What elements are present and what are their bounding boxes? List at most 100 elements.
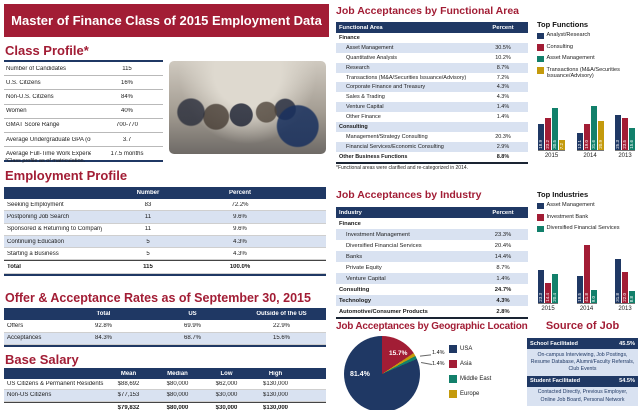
bar-group: 12.1 19.0 31.6 20.9 2014 <box>576 103 604 159</box>
row-label: Sponsored & Returning to Company <box>7 226 102 233</box>
leader-line <box>420 362 433 365</box>
row-percent: 1.4% <box>496 114 510 121</box>
bar-navy: 18.9 <box>538 123 544 150</box>
legend-swatch-icon <box>537 225 544 232</box>
table-header: Total US Outside of the US <box>4 308 326 320</box>
header-outside-us: Outside of the US <box>256 311 307 317</box>
employment-profile-heading: Employment Profile <box>5 168 128 183</box>
table-header: Number Percent <box>4 187 326 199</box>
table-header: Industry Percent <box>336 207 528 218</box>
bar-crimson: 41.8 <box>583 244 590 303</box>
row-label: Non-U.S. Citizens <box>6 93 54 100</box>
table-row: Average Undergraduate GPA (out of 4.0) 3.… <box>4 133 163 148</box>
bar-teal: 20.4 <box>552 274 558 303</box>
row-label: Automotive/Consumer Products <box>339 308 428 315</box>
functional-area-table: Functional Area Percent Finance Asset Man… <box>336 22 528 164</box>
school-facilitated-header: School Facilitated 45.5% <box>527 338 638 349</box>
bar-value-label: 15.6 <box>629 140 634 149</box>
pie-label-middle-east: 1.4% <box>432 361 445 367</box>
bar-value-label: 7.2 <box>559 142 564 149</box>
row-label: Consulting <box>339 286 370 293</box>
row-label: Private Equity <box>346 264 382 271</box>
row-label: Financial Services/Economic Consulting <box>346 143 444 150</box>
table-row: Consulting 24.7% <box>336 284 528 295</box>
table-row: $79,832 $80,000 $30,000 $130,000 <box>4 401 326 410</box>
functional-area-footnote: *Functional areas were clarified and re-… <box>336 165 469 171</box>
top-industries-chart: 23.3 14.4 20.4 2015 19.5 41.8 9.0 2014 31.8 22.0 8… <box>538 240 635 312</box>
row-percent: 1.4% <box>496 275 510 282</box>
category-label: 2013 <box>618 305 632 312</box>
bar-value-label: 9.0 <box>590 295 596 302</box>
table-row: Diversified Financial Services 20.4% <box>336 240 528 251</box>
table-row: Corporate Finance and Treasury 4.3% <box>336 82 528 93</box>
bar-teal: 31.6 <box>590 106 597 150</box>
bar-group: 31.8 22.0 8.8 2013 <box>615 240 635 312</box>
table-row: Postponing Job Search 11 9.6% <box>4 211 326 224</box>
row-percent: 9.6% <box>233 213 247 220</box>
category-label: 2014 <box>583 152 597 159</box>
table-header: Functional Area Percent <box>336 22 528 33</box>
bar-group: 18.9 23.2 30.5 7.2 2015 <box>538 103 565 159</box>
card-percent: 45.5% <box>619 340 635 347</box>
legend-item: Diversified Financial Services <box>537 225 639 232</box>
industry-table: Industry Percent Finance Investment Manag… <box>336 207 528 319</box>
card-title: Student Facilitated <box>530 378 581 385</box>
table-row: Venture Capital 1.4% <box>336 273 528 284</box>
header-mean: Mean <box>120 370 137 377</box>
top-functions-chart: 18.9 23.2 30.5 7.2 2015 12.1 19.0 31.6 20.9 2014 2… <box>538 103 635 159</box>
row-label: Research <box>346 64 370 71</box>
bars: 25.3 23.5 15.6 <box>615 103 635 151</box>
category-label: 2014 <box>579 305 594 312</box>
class-profile-heading: Class Profile* <box>5 43 89 58</box>
geographic-legend: USA Asia Middle East Europe <box>449 345 491 405</box>
bar-crimson: 19.0 <box>583 123 590 150</box>
legend-swatch-icon <box>537 44 544 51</box>
bar-crimson: 23.2 <box>545 117 551 150</box>
row-value: 700-770 <box>115 122 139 129</box>
row-label: US Citizens & Permanent Residents <box>7 381 104 388</box>
top-functions-heading: Top Functions <box>537 20 589 29</box>
bar-value-label: 22.0 <box>622 293 627 302</box>
leader-line <box>419 354 432 357</box>
row-percent: 1.4% <box>496 104 510 111</box>
header-industry: Industry <box>339 209 362 216</box>
header-us: US <box>188 311 197 317</box>
row-value: $80,000 <box>166 392 189 399</box>
table-row: Financial Services/Economic Consulting 2.… <box>336 141 528 152</box>
table-row: Sales & Trading 4.3% <box>336 92 528 102</box>
row-label: Other Finance <box>346 114 381 121</box>
legend-label: Asia <box>460 361 472 367</box>
class-profile-footnote: *Class profile as of matriculation. <box>5 158 86 164</box>
row-label: Technology <box>339 297 372 304</box>
table-row: U.S. Citizens 16% <box>4 76 163 91</box>
row-number: 115 <box>143 264 153 271</box>
table-row: Banks 14.4% <box>336 251 528 262</box>
table-row: Management/Strategy Consulting 20.3% <box>336 132 528 142</box>
row-number: 11 <box>144 213 152 220</box>
row-percent: 4.3% <box>496 94 510 101</box>
row-value: 68.7% <box>183 335 201 342</box>
bar-navy: 25.3 <box>615 115 621 150</box>
card-title: School Facilitated <box>530 340 578 347</box>
table-row: Transactions (M&A/Securities Issuance/Ad… <box>336 73 528 83</box>
legend-swatch-icon <box>537 67 544 74</box>
offer-acceptance-table: Total US Outside of the US Offers 92.8% 69… <box>4 308 326 347</box>
table-row: Automotive/Consumer Products 2.8% <box>336 306 528 317</box>
bar-navy: 19.5 <box>576 275 583 303</box>
bars: 31.8 22.0 8.8 <box>615 240 635 304</box>
legend-item: Investment Bank <box>537 214 639 221</box>
legend-swatch-icon <box>449 390 457 398</box>
bar-navy: 12.1 <box>576 133 583 150</box>
row-value: $79,832 <box>117 404 140 410</box>
row-percent: 20.4% <box>494 242 512 249</box>
row-label: Acceptances <box>7 335 42 342</box>
row-label: Banks <box>346 253 363 260</box>
bar-teal: 9.0 <box>590 290 597 303</box>
table-row: Venture Capital 1.4% <box>336 102 528 113</box>
row-label: Transactions (M&A/Securities Issuance/Ad… <box>346 74 467 81</box>
row-value: $80,000 <box>166 381 189 388</box>
bar-value-label: 20.4 <box>552 293 557 302</box>
header-percent: Percent <box>492 209 514 216</box>
row-value: 69.9% <box>183 322 201 329</box>
bar-value-label: 25.3 <box>615 140 620 149</box>
